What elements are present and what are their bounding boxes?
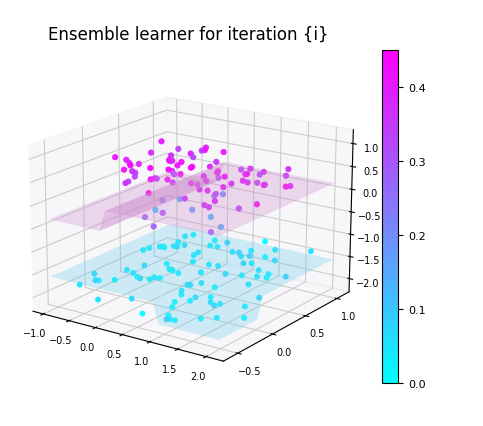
Title: Ensemble learner for iteration {i}: Ensemble learner for iteration {i} <box>48 25 329 43</box>
